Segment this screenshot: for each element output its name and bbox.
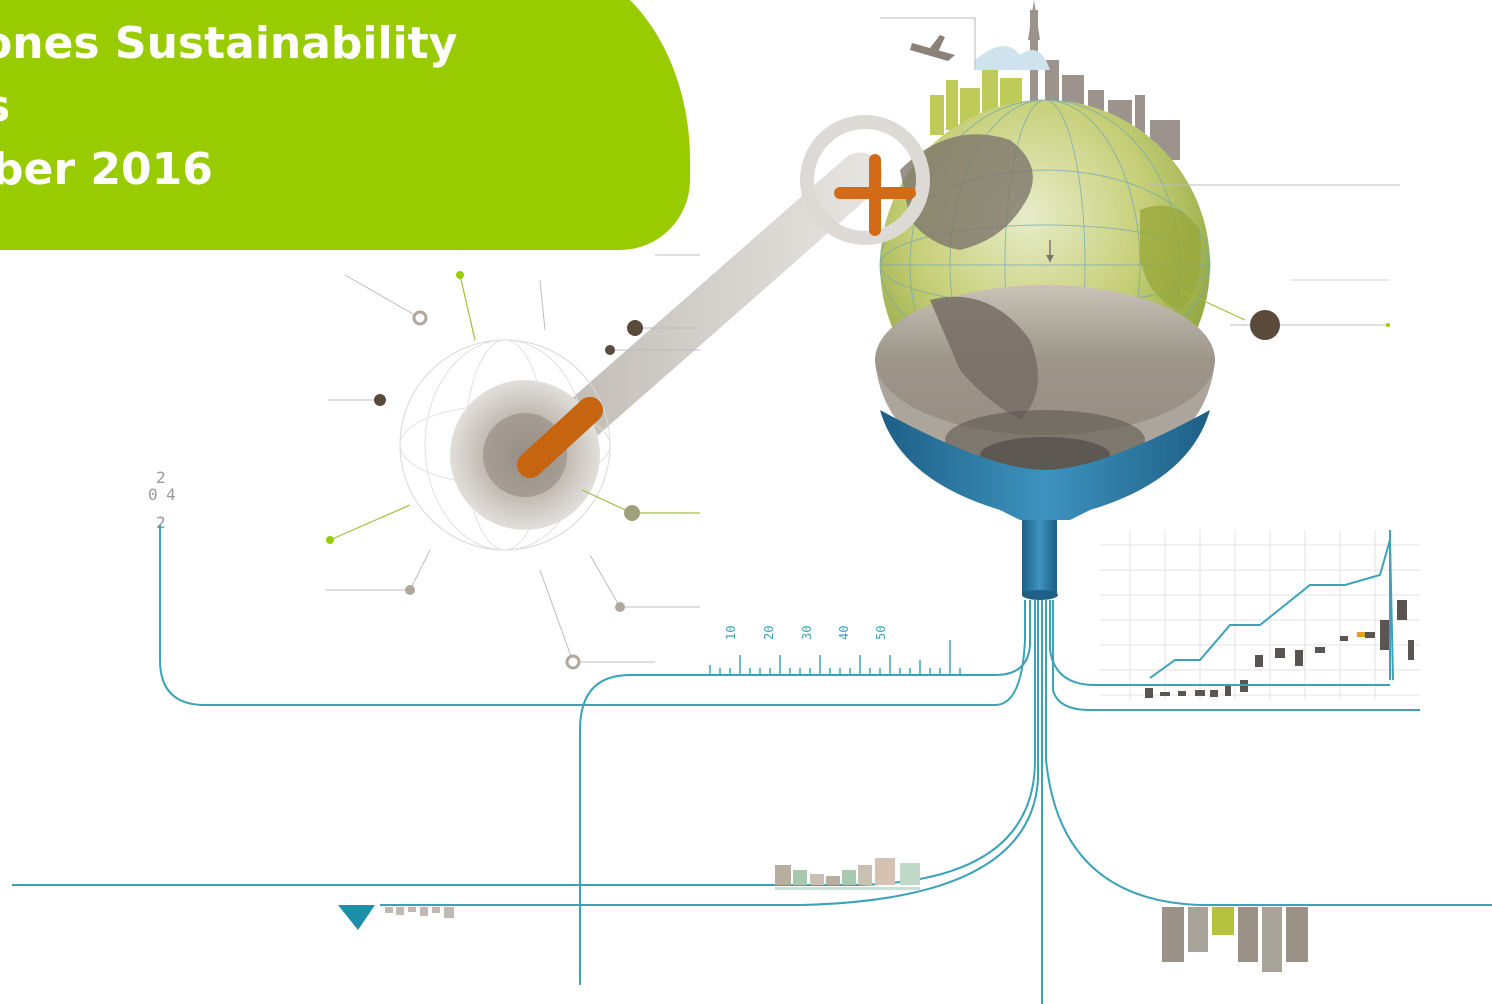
title-banner	[0, 0, 690, 250]
bars-right	[1162, 907, 1308, 972]
chart-grid	[1100, 530, 1420, 700]
title-line-3: ber 2016	[0, 144, 213, 195]
title-line-1: ones Sustainability	[0, 18, 458, 69]
side-numbers: 2 0 4 2	[148, 468, 176, 532]
ruler-label: 30	[800, 626, 814, 640]
bars-left	[385, 907, 454, 918]
magnifier-lens	[800, 115, 930, 245]
ruler-label: 20	[762, 626, 776, 640]
svg-text:4: 4	[166, 485, 176, 504]
arrow-marker	[338, 905, 375, 930]
ruler-label: 50	[874, 626, 888, 640]
svg-text:0: 0	[148, 485, 158, 504]
eye-sphere	[399, 339, 611, 551]
ruler	[708, 640, 968, 676]
plus-icon	[834, 154, 916, 236]
flow-lines	[12, 525, 1492, 1004]
svg-text:2: 2	[156, 468, 166, 487]
ruler-label: 40	[837, 626, 851, 640]
funnel	[880, 410, 1210, 520]
ruler-label: 10	[724, 626, 738, 640]
title-line-2: s	[0, 75, 457, 138]
svg-text:2: 2	[156, 513, 166, 532]
callout-dots	[326, 271, 1280, 670]
candlesticks	[1145, 600, 1414, 698]
bars-center	[775, 858, 920, 890]
title-text: ones Sustainability s ber 2016	[0, 12, 457, 201]
airplane-icon	[910, 35, 955, 61]
